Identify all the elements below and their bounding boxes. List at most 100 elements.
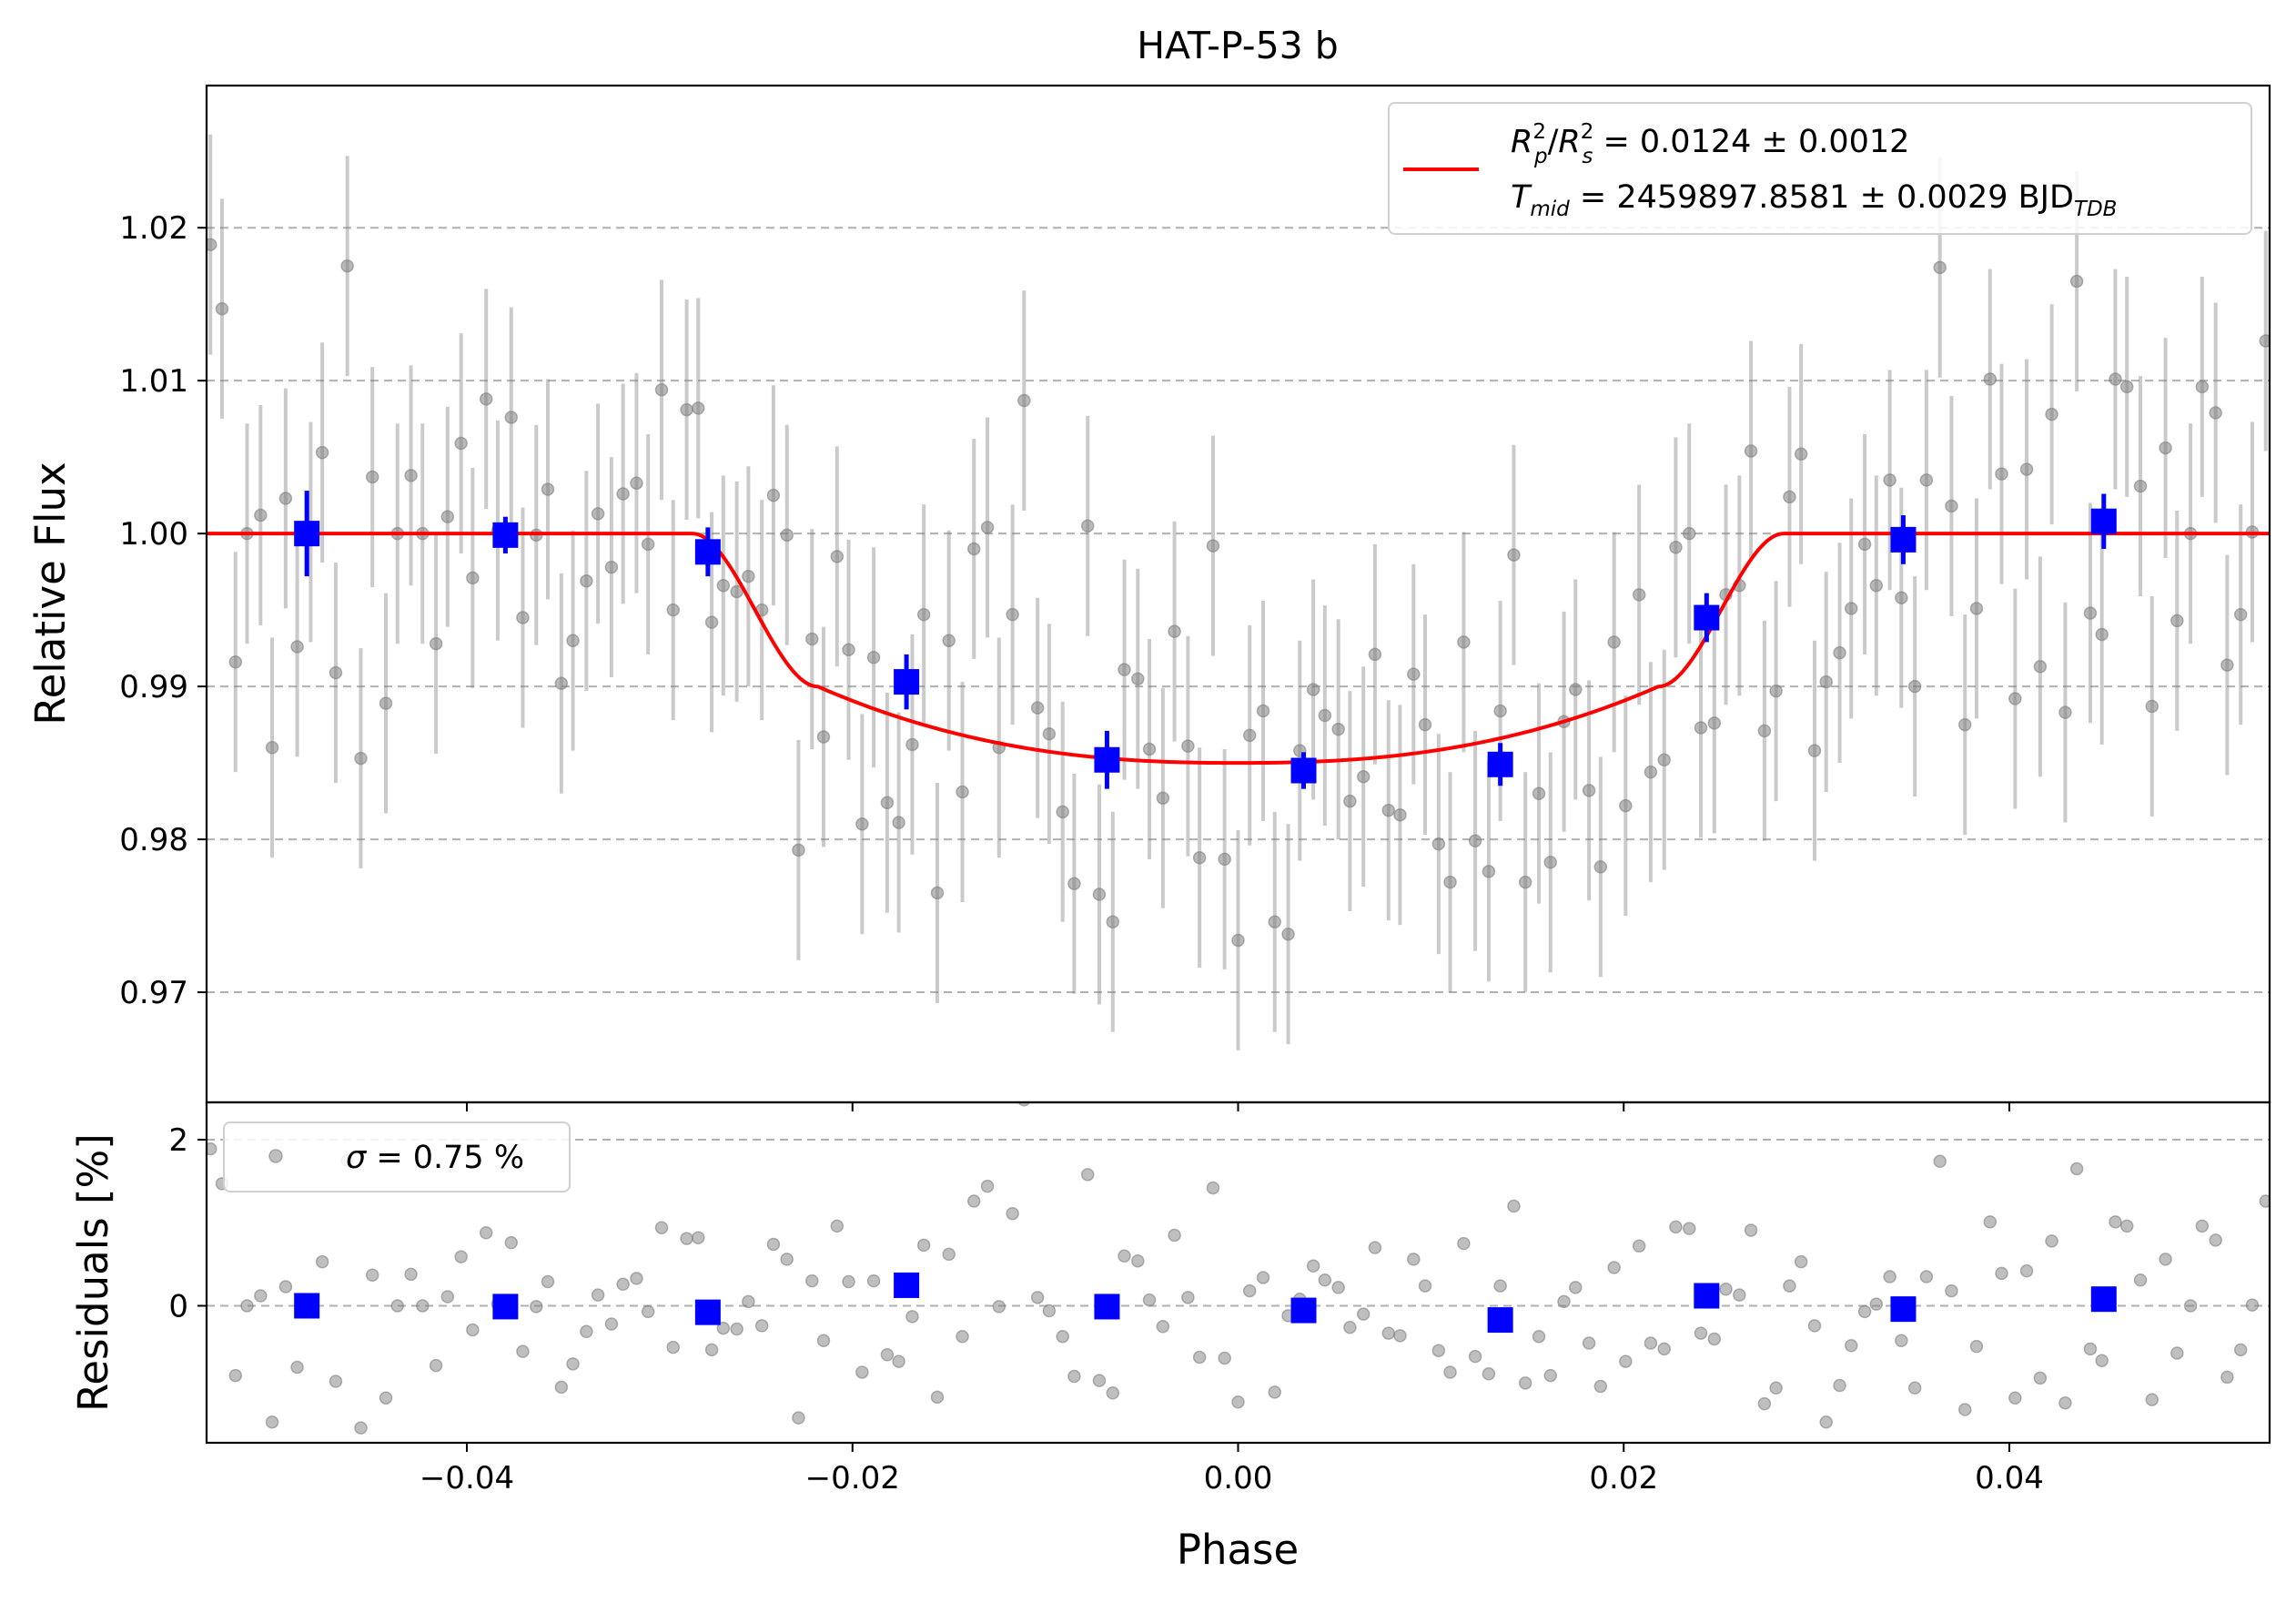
data-point bbox=[1142, 742, 1157, 756]
data-point bbox=[1632, 588, 1646, 602]
data-point bbox=[1769, 684, 1783, 698]
data-point bbox=[2133, 479, 2148, 493]
residual-point bbox=[2145, 1393, 2159, 1406]
data-point bbox=[1206, 539, 1220, 553]
residual-point bbox=[630, 1272, 643, 1285]
bottom-binned-residuals bbox=[294, 1272, 2117, 1334]
data-point bbox=[591, 507, 605, 521]
binned-residual-point bbox=[694, 1299, 721, 1325]
chart-title: HAT-P-53 b bbox=[1137, 24, 1339, 67]
data-point bbox=[2069, 274, 2084, 289]
residual-point bbox=[2008, 1391, 2022, 1405]
residual-point bbox=[1168, 1228, 1181, 1243]
data-point bbox=[290, 640, 304, 654]
data-point bbox=[966, 542, 981, 556]
residual-point bbox=[730, 1322, 743, 1336]
binned-residual-point bbox=[1487, 1307, 1513, 1334]
residual-point bbox=[2133, 1273, 2148, 1287]
data-point bbox=[1256, 704, 1270, 718]
binned-point bbox=[894, 669, 920, 695]
data-point bbox=[1017, 393, 1031, 408]
residual-point bbox=[554, 1380, 569, 1395]
data-point bbox=[2045, 407, 2058, 421]
data-point bbox=[1281, 927, 1295, 941]
residual-point bbox=[2220, 1370, 2234, 1385]
data-point bbox=[1593, 860, 1608, 874]
data-point bbox=[1118, 663, 1131, 676]
data-point bbox=[704, 615, 719, 629]
data-point bbox=[2033, 660, 2048, 674]
top-legend-line2-value: = 2459897.8581 ± 0.0029 BJD bbox=[1570, 179, 2074, 216]
data-point bbox=[1683, 526, 1696, 541]
data-point bbox=[1056, 805, 1069, 819]
data-point bbox=[742, 569, 755, 583]
data-point bbox=[466, 571, 480, 585]
residual-point bbox=[2245, 1298, 2260, 1312]
residual-point bbox=[1593, 1379, 1608, 1394]
residual-point bbox=[454, 1250, 468, 1263]
data-point bbox=[1933, 260, 1947, 275]
data-point bbox=[1957, 717, 1972, 732]
residual-point bbox=[805, 1273, 819, 1288]
data-point bbox=[1895, 591, 1908, 604]
residual-point bbox=[980, 1179, 995, 1193]
residual-point bbox=[1381, 1326, 1396, 1340]
residual-point bbox=[1256, 1271, 1270, 1284]
binned-residual-point bbox=[1694, 1283, 1720, 1309]
residual-point bbox=[365, 1268, 379, 1282]
data-point bbox=[1983, 372, 1998, 386]
residual-point bbox=[1769, 1381, 1783, 1395]
data-point bbox=[1356, 769, 1371, 784]
binned-residual-point bbox=[1290, 1297, 1317, 1324]
bottom-legend-marker bbox=[268, 1149, 283, 1163]
residual-point bbox=[1306, 1259, 1320, 1273]
residual-point bbox=[1844, 1339, 1858, 1353]
data-point bbox=[1343, 794, 1357, 808]
binned-point bbox=[1290, 757, 1317, 784]
residual-point bbox=[1331, 1281, 1345, 1294]
residual-point bbox=[2095, 1354, 2109, 1367]
residual-point bbox=[1995, 1266, 2008, 1281]
data-point bbox=[2220, 658, 2234, 672]
residual-point bbox=[228, 1368, 243, 1383]
x-tick-label: 0.00 bbox=[1204, 1460, 1273, 1496]
top-legend-line1-value: = 0.0124 ± 0.0012 bbox=[1593, 124, 1909, 160]
residual-point bbox=[966, 1194, 981, 1208]
data-point bbox=[1231, 933, 1245, 948]
binned-point bbox=[1094, 746, 1120, 773]
residual-point bbox=[792, 1411, 805, 1425]
bottom-legend-box bbox=[223, 1121, 571, 1192]
data-point bbox=[916, 607, 931, 622]
data-point bbox=[329, 665, 343, 680]
residual-point bbox=[1407, 1253, 1421, 1266]
top-legend-line2: Tmid = 2459897.8581 ± 0.0029 BJDTDB bbox=[1511, 179, 2117, 221]
data-point bbox=[1744, 444, 1758, 458]
residual-point bbox=[2109, 1215, 2122, 1229]
data-point bbox=[1368, 647, 1382, 662]
data-point bbox=[265, 741, 279, 755]
data-point bbox=[1131, 672, 1145, 685]
data-point bbox=[1657, 753, 1671, 766]
bottom-panel: 0 2 −0.04 −0.02 0.00 0.02 0.04 Residuals [%] P… bbox=[69, 1101, 2271, 1574]
data-point bbox=[1457, 635, 1471, 649]
residual-point bbox=[680, 1232, 693, 1245]
residual-point bbox=[530, 1300, 543, 1314]
data-point bbox=[2109, 372, 2122, 386]
residual-point bbox=[429, 1358, 443, 1373]
residual-point bbox=[379, 1391, 393, 1405]
residual-point bbox=[541, 1274, 555, 1289]
residual-point bbox=[1694, 1326, 1708, 1340]
data-point bbox=[1783, 490, 1796, 504]
data-point bbox=[1694, 721, 1708, 735]
data-point bbox=[805, 632, 819, 646]
residual-point bbox=[1493, 1279, 1507, 1293]
residual-point bbox=[1518, 1376, 1532, 1390]
data-point bbox=[1393, 807, 1407, 822]
residual-point bbox=[1744, 1223, 1758, 1237]
top-y-tick-label: 0.98 bbox=[119, 822, 188, 858]
residual-point bbox=[1056, 1329, 1069, 1344]
bottom-y-axis-label: Residuals [%] bbox=[69, 1133, 117, 1412]
data-point bbox=[780, 528, 794, 543]
top-legend-line2-unit-subscript: TDB bbox=[2074, 198, 2118, 221]
data-point bbox=[956, 785, 969, 799]
